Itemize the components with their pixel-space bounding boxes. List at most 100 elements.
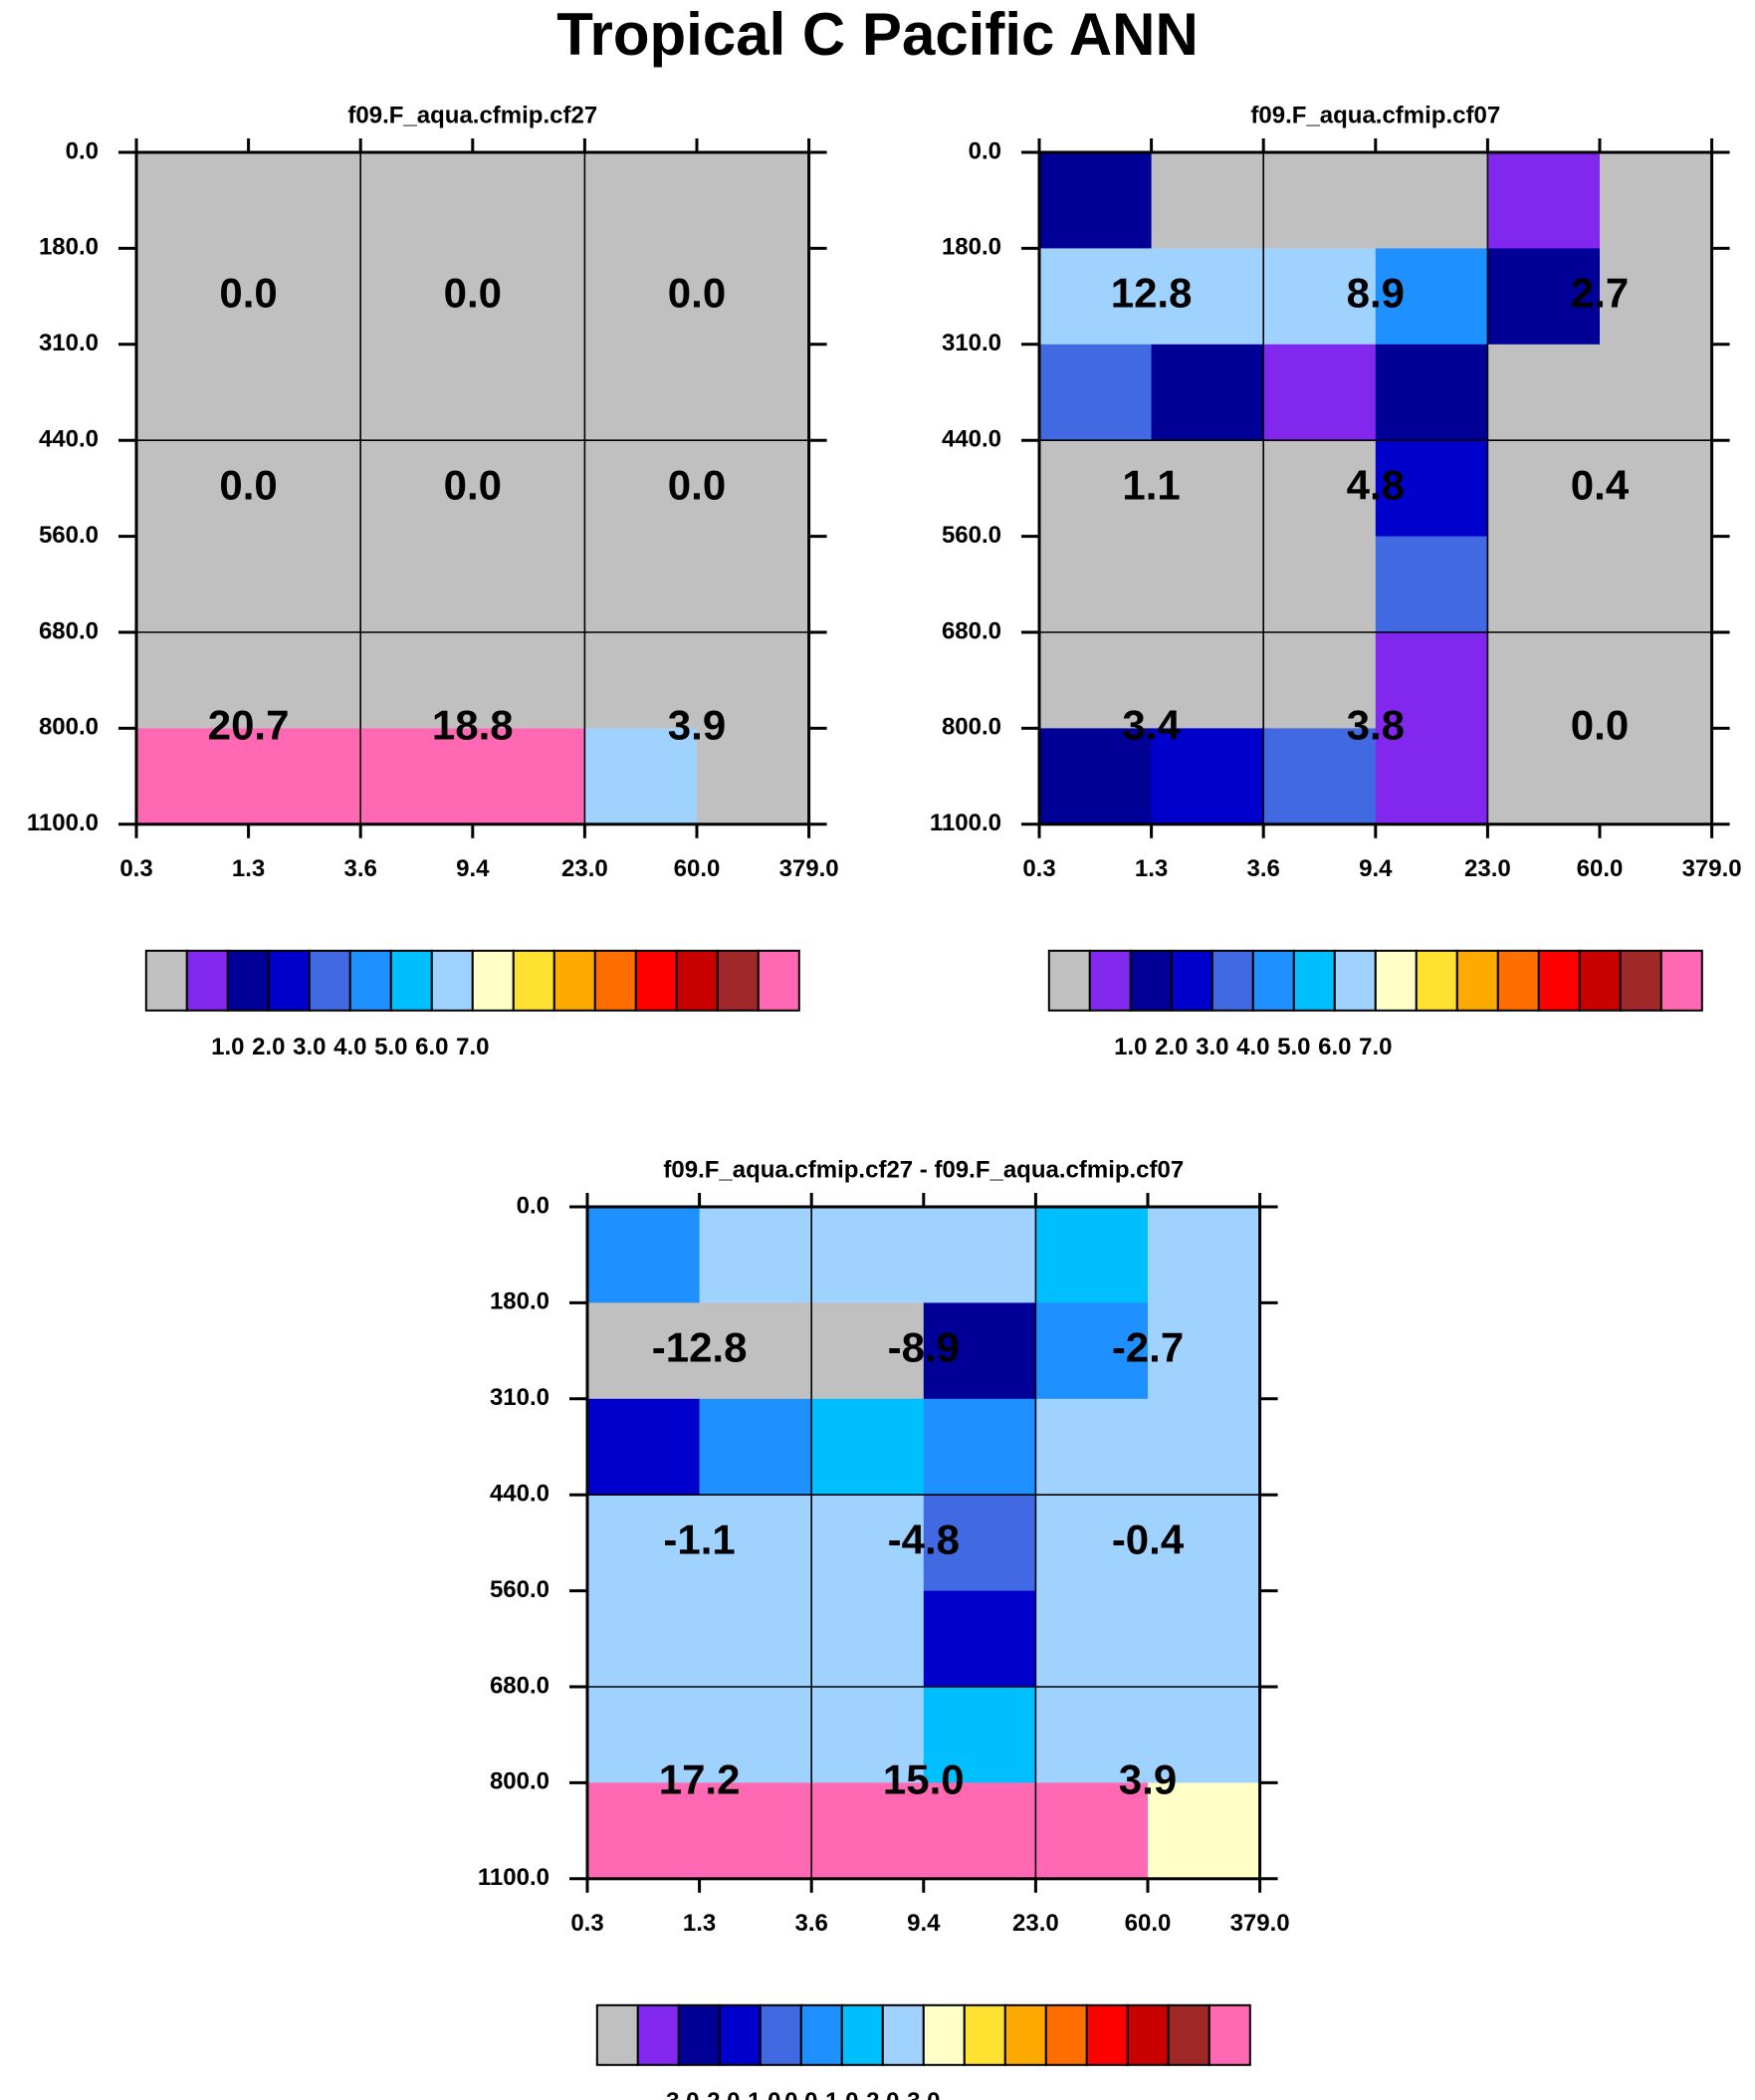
cf27-colorbar-swatch: [512, 949, 555, 1012]
cf27-cell: [697, 536, 810, 633]
cf27-cell: [136, 152, 250, 249]
cf27-colorbar-swatch: [675, 949, 719, 1012]
difference-colorbar-swatch: [718, 2003, 762, 2066]
cf27-cell: [360, 152, 474, 249]
cf27-cell: [248, 248, 361, 346]
cf27-colorbar-swatch: [185, 949, 229, 1012]
difference-cell: [699, 1207, 812, 1303]
cf27-x-tick-label: 379.0: [779, 855, 839, 882]
cf07-y-tick-label: 1100.0: [930, 810, 1001, 836]
cf07-colorbar-swatch: [1088, 949, 1132, 1012]
cf27-cell-value-label: 0.0: [219, 270, 277, 317]
cf27-cell: [136, 344, 250, 441]
cf27-cell: [248, 632, 361, 729]
cf07-cell: [1487, 536, 1601, 633]
cf27-cell-value-label: 0.0: [444, 270, 502, 317]
cf27-y-tick-label: 310.0: [39, 330, 99, 356]
cf27-cell: [136, 632, 250, 729]
cf27-cell-value-label: 0.0: [219, 461, 277, 508]
cf27-colorbar-swatch: [308, 949, 351, 1012]
cf27-cell: [248, 536, 361, 633]
cf27-x-tick-label: 60.0: [674, 855, 721, 882]
cf27-colorbar-label: 4.0: [333, 1034, 366, 1060]
cf27-colorbar-swatch: [226, 949, 270, 1012]
cf07-cell: [1263, 440, 1377, 538]
difference-y-tick-label: 440.0: [490, 1481, 549, 1508]
difference-cell: [1035, 1495, 1149, 1592]
cf27-cell: [697, 344, 810, 441]
cf27-y-tick-label: 680.0: [39, 617, 99, 644]
cf07-cell: [1151, 248, 1264, 346]
difference-colorbar-label: -2.0: [699, 2088, 740, 2100]
cf07-cell: [1375, 248, 1488, 346]
difference-colorbar-swatch: [881, 2003, 925, 2066]
difference-cell: [1035, 1590, 1149, 1688]
cf27-cell: [584, 344, 698, 441]
cf27-cell: [248, 152, 361, 249]
cf27-cell: [584, 536, 698, 633]
cf07-colorbar-label: 5.0: [1277, 1034, 1310, 1060]
difference-cell: [587, 1782, 701, 1880]
cf27-colorbar-swatch: [593, 949, 637, 1012]
cf07-colorbar-swatch: [1047, 949, 1091, 1012]
cf07-cell: [1375, 152, 1488, 249]
difference-colorbar-label: 0.0: [784, 2088, 817, 2100]
cf27-cell: [136, 440, 250, 538]
difference-cell: [1148, 1495, 1261, 1592]
cf27-x-tick-label: 3.6: [344, 855, 377, 882]
cf07-y-tick-label: 440.0: [942, 426, 1001, 453]
cf07-cell: [1039, 248, 1153, 346]
cf27-y-tick-label: 560.0: [39, 522, 99, 549]
difference-colorbar-swatch: [595, 2003, 639, 2066]
difference-y-tick-label: 680.0: [490, 1672, 549, 1699]
cf27-cell: [248, 728, 361, 825]
cf27-colorbar-label: 7.0: [456, 1034, 489, 1060]
difference-cell: [699, 1302, 812, 1400]
difference-cell: [923, 1302, 1036, 1400]
cf07-cell: [1375, 536, 1488, 633]
difference-cell: [1148, 1590, 1261, 1688]
difference-cell: [587, 1302, 701, 1400]
cf07-cell-value-label: 8.9: [1347, 270, 1405, 317]
cf27-colorbar-label: 2.0: [252, 1034, 285, 1060]
cf07-cell-value-label: 0.0: [1571, 701, 1629, 748]
cf07-cell-value-label: 0.4: [1571, 461, 1630, 508]
cf27-cell: [472, 728, 585, 825]
cf07-colorbar-swatch: [1170, 949, 1213, 1012]
cf07-cell: [1487, 632, 1601, 729]
cf07-colorbar-swatch: [1374, 949, 1418, 1012]
difference-x-tick-label: 1.3: [683, 1910, 716, 1937]
difference-colorbar-swatch: [840, 2003, 884, 2066]
cf07-y-tick-label: 560.0: [942, 522, 1001, 549]
cf27-cell: [472, 152, 585, 249]
cf07-cell: [1039, 632, 1153, 729]
cf07-x-tick-label: 23.0: [1464, 855, 1511, 882]
difference-x-tick-label: 3.6: [795, 1910, 828, 1937]
difference-cell: [811, 1782, 925, 1880]
cf27-cell: [697, 632, 810, 729]
difference-cell: [1148, 1782, 1261, 1880]
cf07-cell: [1151, 440, 1264, 538]
difference-cell: [699, 1687, 812, 1783]
cf07-colorbar-label: 1.0: [1114, 1034, 1147, 1060]
difference-cell: [587, 1590, 701, 1688]
difference-x-tick-label: 23.0: [1012, 1910, 1059, 1937]
cf07-cell-value-label: 3.4: [1122, 701, 1181, 748]
cf07-cell: [1039, 728, 1153, 825]
difference-cell-value-label: -8.9: [888, 1324, 960, 1371]
cf27-cell-value-label: 0.0: [444, 461, 502, 508]
difference-colorbar-swatch: [1085, 2003, 1129, 2066]
cf27-cell: [136, 248, 250, 346]
cf27-cell: [697, 728, 810, 825]
cf07-cell: [1151, 632, 1264, 729]
cf27-colorbar-swatch: [144, 949, 188, 1012]
difference-colorbar-swatch: [1003, 2003, 1047, 2066]
cf07-panel-title: f09.F_aqua.cfmip.cf07: [1250, 102, 1500, 128]
cf07-cell: [1487, 728, 1601, 825]
cf07-cell-value-label: 3.8: [1347, 701, 1405, 748]
difference-x-tick-label: 60.0: [1125, 1910, 1172, 1937]
cf07-colorbar-swatch: [1415, 949, 1458, 1012]
cf07-cell: [1151, 536, 1264, 633]
cf07-cell: [1151, 344, 1264, 441]
